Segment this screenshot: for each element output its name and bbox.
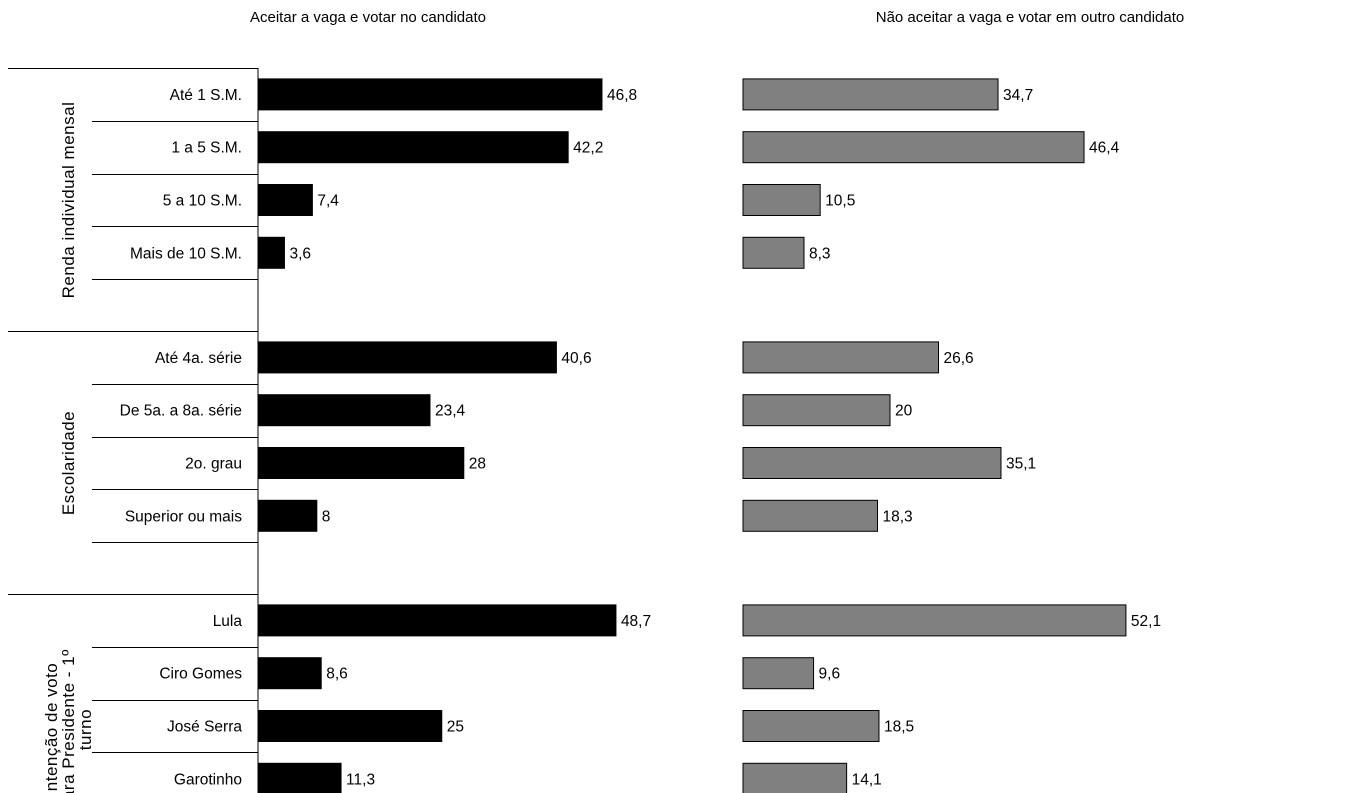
bar-aceitar (257, 131, 569, 164)
group-label-line: turno (76, 709, 95, 750)
bar-nao-aceitar (742, 604, 1127, 637)
category-label: De 5a. a 8a. série (120, 403, 242, 420)
data-label: 8,6 (326, 666, 348, 683)
data-label: 34,7 (1003, 87, 1033, 104)
data-label: 11,3 (346, 771, 375, 788)
data-label: 10,5 (825, 193, 855, 210)
data-label: 35,1 (1006, 456, 1036, 473)
data-label: 26,6 (944, 350, 974, 367)
bar-nao-aceitar (742, 78, 999, 111)
data-label: 25 (447, 719, 464, 736)
data-label: 46,8 (607, 87, 637, 104)
group-label-line: Renda individual mensal (59, 102, 78, 299)
data-label: 8 (322, 508, 331, 525)
category-label: Até 4a. série (155, 350, 242, 367)
bar-nao-aceitar (742, 762, 848, 793)
data-label: 18,3 (883, 508, 913, 525)
data-label: 42,2 (573, 140, 603, 157)
bar-aceitar (257, 499, 318, 532)
data-label: 23,4 (435, 403, 466, 420)
bar-nao-aceitar (742, 236, 805, 269)
group-label-1: Renda individual mensal (59, 102, 78, 299)
bar-aceitar (257, 394, 431, 427)
category-label: Ciro Gomes (159, 666, 242, 683)
data-label: 18,5 (884, 719, 914, 736)
bar-aceitar (257, 710, 443, 742)
category-label: Mais de 10 S.M. (130, 245, 242, 262)
data-label: 14,1 (852, 771, 882, 788)
bar-nao-aceitar (742, 710, 880, 742)
data-label: 20 (895, 403, 913, 420)
data-label: 8,3 (809, 245, 831, 262)
bar-aceitar (257, 762, 342, 793)
category-label: Até 1 S.M. (170, 87, 242, 104)
category-label: 1 a 5 S.M. (171, 140, 242, 157)
bar-aceitar (257, 184, 313, 216)
bar-nao-aceitar (742, 131, 1085, 164)
data-label: 46,4 (1089, 140, 1120, 157)
category-label: Lula (213, 613, 243, 630)
group-label-3: Intenção de votopara Presidente - 1ºturn… (42, 649, 95, 793)
bar-nao-aceitar (742, 394, 891, 427)
panel-title-2: Não aceitar a vaga e votar em outro cand… (876, 9, 1185, 26)
bar-aceitar (257, 604, 617, 637)
panel-title-1: Aceitar a vaga e votar no candidato (250, 9, 486, 26)
bar-aceitar (257, 447, 465, 479)
bar-nao-aceitar (742, 499, 879, 532)
group-label-line: Intenção de voto (42, 663, 61, 793)
group-label-line: Escolaridade (59, 411, 78, 515)
group-label-2: Escolaridade (59, 411, 78, 515)
data-label: 48,7 (621, 613, 651, 630)
data-label: 52,1 (1131, 613, 1161, 630)
data-label: 40,6 (561, 350, 591, 367)
bar-aceitar (257, 78, 603, 111)
category-label: José Serra (167, 719, 242, 736)
data-label: 3,6 (289, 245, 311, 262)
bar-aceitar (257, 341, 557, 374)
data-label: 7,4 (317, 193, 339, 210)
category-label: Garotinho (174, 771, 242, 788)
bar-aceitar (257, 657, 322, 690)
bar-nao-aceitar (742, 341, 940, 374)
bar-nao-aceitar (742, 657, 815, 690)
group-label-line: para Presidente - 1º (59, 649, 78, 793)
category-label: Superior ou mais (125, 508, 242, 525)
bar-aceitar (257, 236, 285, 269)
category-label: 5 a 10 S.M. (163, 193, 242, 210)
category-label: 2o. grau (185, 456, 242, 473)
bar-nao-aceitar (742, 447, 1002, 479)
bar-nao-aceitar (742, 184, 821, 216)
data-label: 9,6 (819, 666, 841, 683)
data-label: 28 (469, 456, 486, 473)
